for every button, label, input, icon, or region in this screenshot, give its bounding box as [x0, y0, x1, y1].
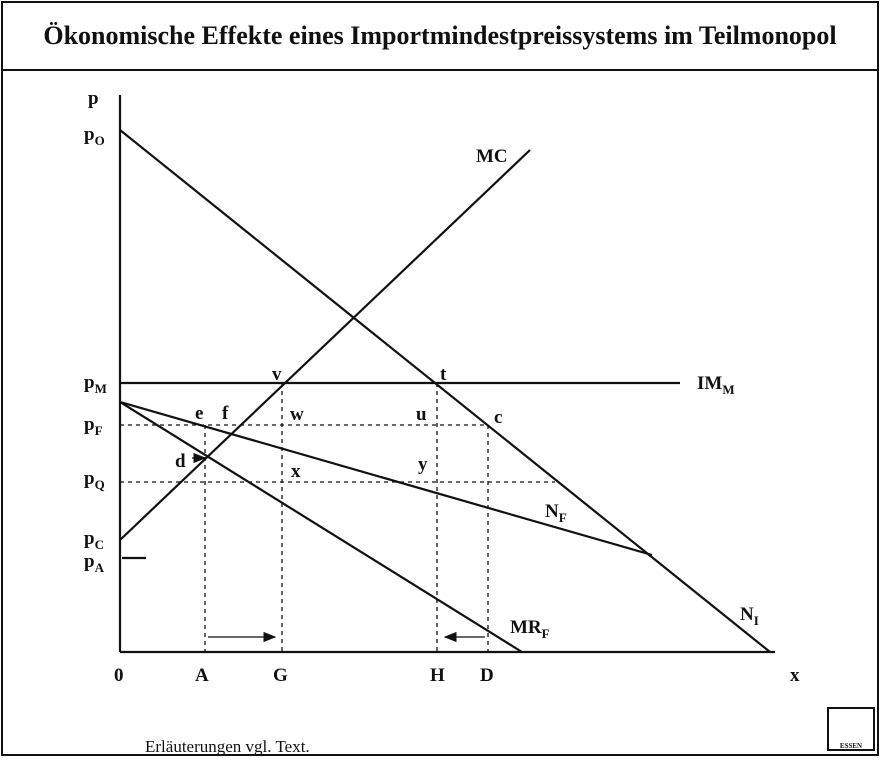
point-label: c	[494, 407, 502, 428]
label-main: MC	[476, 146, 508, 167]
y-axis-label: p	[88, 88, 99, 109]
label-main: p	[84, 528, 95, 549]
label-sub: A	[95, 560, 105, 575]
label-main: p	[84, 468, 95, 489]
curve-label: NI	[740, 604, 759, 628]
point-label: x	[291, 461, 301, 482]
guides	[120, 383, 555, 652]
point-label: f	[222, 403, 229, 424]
label-main: N	[545, 501, 559, 522]
point-label: e	[195, 403, 203, 424]
axes	[118, 95, 775, 654]
y-tick-label: pQ	[84, 468, 105, 492]
curve-label: IMM	[697, 373, 735, 397]
label-main: IM	[697, 373, 722, 394]
point-label: u	[416, 404, 427, 425]
x-tick-label: D	[480, 665, 494, 686]
label-sub: F	[542, 626, 550, 641]
footer: Erläuterungen vgl. Text.	[145, 737, 310, 756]
logo-box	[827, 707, 875, 751]
label-sub: O	[95, 133, 105, 148]
point-label: d	[175, 451, 186, 472]
label-sub: M	[722, 382, 734, 397]
y-tick-label: pM	[84, 372, 107, 396]
y-tick-label: pC	[84, 528, 104, 552]
curve-label: MC	[476, 146, 508, 167]
y-tick-label: pA	[84, 551, 105, 575]
point-label: t	[440, 364, 447, 385]
label-main: p	[84, 551, 95, 572]
label-sub: F	[559, 510, 567, 525]
label-main: p	[84, 414, 95, 435]
x-tick-label: G	[273, 665, 288, 686]
curve-label: MRF	[510, 617, 550, 641]
label-main: N	[740, 604, 754, 625]
label-main: p	[84, 372, 95, 393]
point-label: y	[418, 454, 428, 475]
logo-sub: ESSEN	[840, 742, 862, 750]
x-axis-label: x	[790, 665, 800, 686]
label-sub: I	[754, 613, 759, 628]
label-sub: F	[95, 423, 103, 438]
x-tick-label: A	[195, 665, 209, 686]
point-label: w	[290, 404, 304, 425]
curves-lines	[119, 129, 771, 653]
x-tick-label: H	[430, 665, 445, 686]
title: Ökonomische Effekte eines Importmindestp…	[43, 21, 836, 50]
point-label: v	[272, 364, 282, 385]
x-tick-label: 0	[114, 665, 124, 686]
label-main: p	[84, 124, 95, 145]
label-sub: Q	[95, 477, 105, 492]
y-tick-label: pF	[84, 414, 103, 438]
label-sub: C	[95, 537, 104, 552]
curve-label: NF	[545, 501, 567, 525]
label-main: MR	[510, 617, 542, 638]
label-sub: M	[95, 381, 107, 396]
y-tick-label: pO	[84, 124, 105, 148]
